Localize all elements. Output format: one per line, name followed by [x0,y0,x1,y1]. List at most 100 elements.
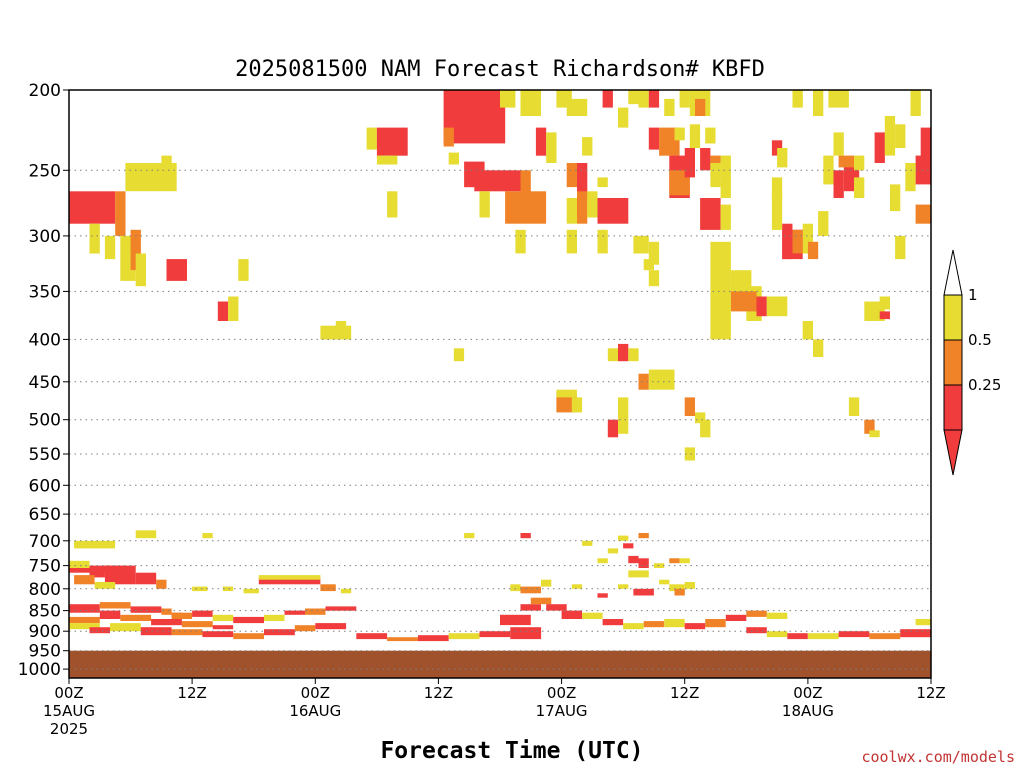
x-tick-label: 12Z [670,684,699,702]
data-cell [566,229,577,254]
x-tick-label: 17AUG [536,702,588,720]
data-cell [879,296,890,310]
data-cell [659,127,680,156]
data-cell [464,533,475,539]
data-cell [628,555,639,564]
data-cell [920,127,931,164]
data-cell [258,577,321,585]
data-cell [135,572,157,585]
data-cell [833,170,844,198]
data-cell [505,191,547,224]
legend: 0.25 0.5 1 [943,249,1001,476]
x-tick-label: 00Z [54,684,83,702]
data-cell [705,619,726,628]
y-tick-label: 1000 [18,660,61,680]
data-cell [520,533,531,539]
x-tick-label: 00Z [301,684,330,702]
surface-layer [69,650,931,678]
data-cell [582,137,593,156]
data-cell [915,204,931,224]
data-cell [705,127,716,144]
data-cell [192,586,208,592]
data-cell [238,259,249,281]
data-cell [607,348,619,362]
data-cell [99,610,121,619]
data-cell [633,235,649,254]
data-cell [448,152,459,165]
data-cell [669,558,680,564]
data-cell [520,90,541,116]
data-cell [217,301,229,321]
data-cell [171,612,193,619]
data-cell [633,588,654,596]
data-cell [546,132,557,163]
x-tick-label: 15AUG [43,702,95,720]
data-cell [720,204,731,230]
data-cell [771,140,783,156]
data-cell [264,629,295,636]
data-cell [884,116,896,156]
data-cell [99,602,131,609]
data-cell [628,348,639,362]
y-tick-label: 550 [29,445,61,465]
legend-label: 1 [968,286,978,304]
x-tick-label: 2025 [50,720,88,738]
data-cell [376,127,408,156]
plot-frame [68,89,932,679]
legend-label: 0.25 [968,376,1001,394]
data-cell [684,148,695,178]
data-cell [684,582,695,589]
data-cell [879,311,890,320]
data-cell [305,608,326,615]
data-cell [520,170,531,198]
legend-arrow-top [943,249,963,296]
data-cell [453,348,465,362]
data-cell [69,616,100,624]
legend-swatch [943,339,963,386]
data-cell [618,584,629,589]
data-cell [854,177,865,198]
data-cell [233,633,264,640]
y-tick-label: 250 [29,161,61,181]
data-cell [535,127,547,156]
data-cell [130,606,162,613]
data-cell [771,191,783,230]
data-cell [607,548,619,554]
data-cell [510,627,542,640]
data-cell [730,291,757,312]
data-cell [684,397,695,416]
data-cell [566,163,577,188]
data-cell [756,296,767,317]
data-cell [679,90,690,108]
data-cell [566,98,588,116]
data-cell [792,229,803,254]
data-cell [628,90,639,105]
data-cell [710,163,721,188]
y-axis: 200 250 300 350 400 450 500 550 600 650 700 750 8008… [18,81,69,680]
x-axis-title: Forecast Time (UTC) [380,738,643,764]
data-cell [520,604,541,611]
data-cell [700,148,711,171]
data-cell [212,614,234,621]
data-cell [864,419,875,434]
data-cell [181,621,213,628]
x-tick-label: 16AUG [289,702,341,720]
data-cell [700,198,721,230]
data-cell [648,127,660,150]
data-cell [582,540,593,546]
data-cell [120,614,152,621]
y-tick-label: 800 [29,580,61,600]
data-cell [69,623,100,630]
data-cell [340,588,352,594]
data-cell [720,155,731,198]
data-cell [700,419,711,438]
data-cell [802,223,813,254]
data-cell [284,610,305,615]
data-cell [556,393,577,413]
data-cell [638,558,649,568]
data-cell [838,631,870,638]
data-cell [684,623,706,630]
data-cell [335,321,347,331]
y-tick-label: 950 [29,642,61,662]
